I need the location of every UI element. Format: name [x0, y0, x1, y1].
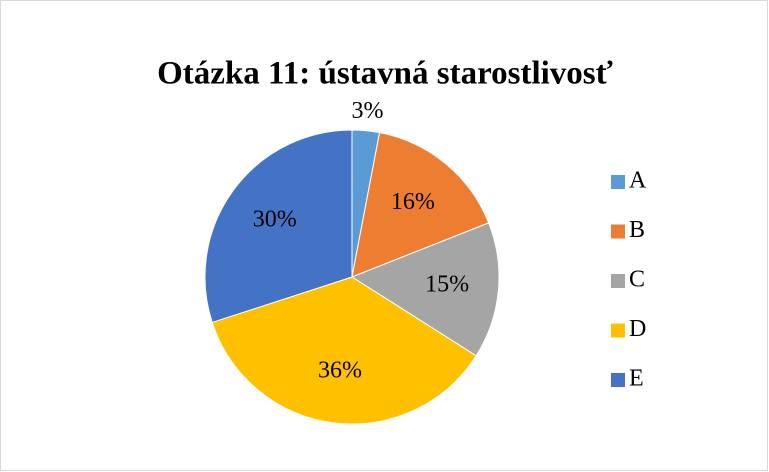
pie-slice — [350, 222, 500, 357]
data-label: 15% — [425, 271, 469, 297]
legend-label: B — [629, 217, 645, 243]
chart-title: Otázka 11: ústavná starostlivosť — [157, 56, 613, 92]
data-label: 36% — [318, 357, 362, 383]
data-label: 30% — [253, 206, 297, 232]
legend-label: A — [629, 168, 647, 194]
legend-swatch — [611, 274, 625, 288]
legend-swatch — [611, 373, 625, 387]
legend-swatch — [611, 224, 625, 239]
pie-slice — [204, 129, 353, 324]
legend-label: D — [629, 316, 646, 342]
data-label: 16% — [391, 189, 435, 215]
pie-slice — [351, 132, 490, 278]
data-label: 3% — [352, 98, 384, 124]
pie-slice — [211, 276, 477, 425]
legend-label: E — [629, 366, 644, 392]
legend-label: C — [629, 267, 645, 293]
legend-swatch — [611, 323, 625, 338]
legend-swatch — [611, 175, 625, 189]
